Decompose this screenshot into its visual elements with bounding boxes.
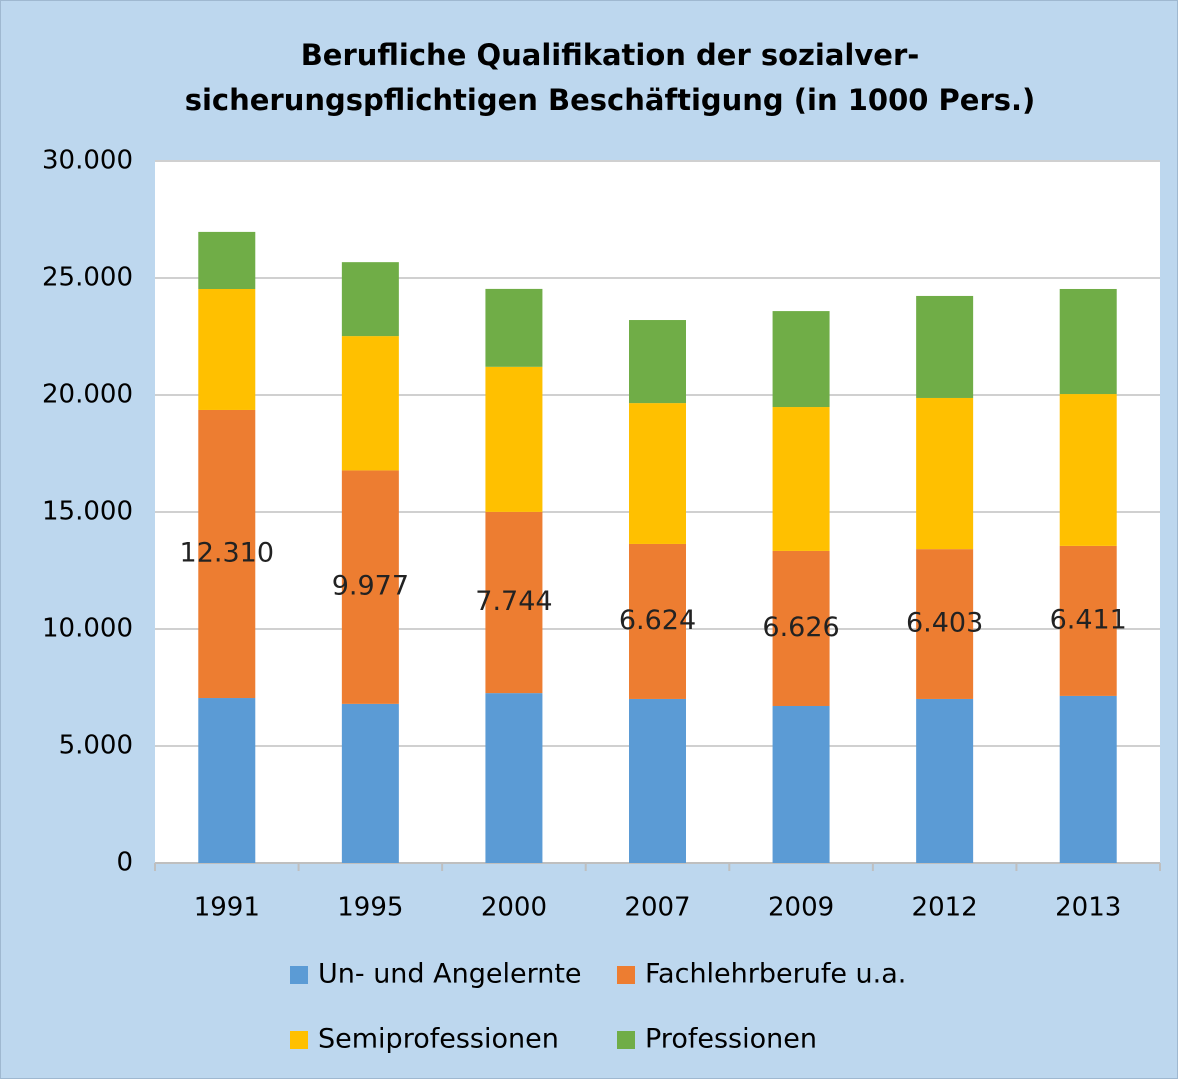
y-tick-label: 10.000 [42, 614, 133, 644]
x-tick-label: 2007 [624, 893, 690, 923]
bar-segment [341, 470, 399, 704]
bar-segment [341, 262, 399, 337]
bar-segment [916, 549, 974, 699]
bar-segment [772, 705, 830, 863]
value-label: 12.310 [180, 538, 274, 569]
legend-label: Fachlehrberufe u.a. [645, 959, 906, 990]
bar-segment [916, 698, 974, 863]
bar-segment [198, 288, 256, 410]
bar-segment [485, 511, 543, 694]
y-tick-label: 15.000 [42, 497, 133, 527]
y-tick-label: 5.000 [59, 731, 133, 761]
y-tick-label: 20.000 [42, 380, 133, 410]
y-tick-label: 30.000 [42, 146, 133, 176]
bar-segment [916, 397, 974, 550]
bar-segment [1059, 695, 1117, 863]
value-label: 9.977 [332, 571, 409, 602]
bar-segment [198, 231, 256, 289]
legend-label: Semiprofessionen [318, 1024, 559, 1055]
bar-segment [485, 693, 543, 863]
bar-segment [1059, 288, 1117, 395]
value-label: 6.626 [762, 612, 839, 643]
bar-segment [772, 550, 830, 706]
bar-segment [629, 543, 686, 699]
y-tick-label: 0 [116, 848, 133, 878]
bar-segment [485, 288, 543, 367]
legend-label: Un- und Angelernte [318, 959, 582, 990]
bar-segment [198, 698, 256, 863]
legend-swatch [617, 966, 635, 984]
x-tick-label: 1991 [194, 893, 260, 923]
legend-swatch [290, 1031, 308, 1049]
bar-segment [1059, 394, 1117, 546]
bar-segment [1059, 545, 1117, 696]
legend-label: Professionen [645, 1024, 817, 1055]
value-label: 6.403 [906, 608, 983, 639]
value-label: 7.744 [475, 586, 552, 617]
x-tick-label: 2009 [768, 893, 834, 923]
x-tick-label: 2000 [481, 893, 547, 923]
bar-segment [341, 703, 399, 863]
bar-segment [772, 311, 830, 408]
bar-segment [485, 366, 543, 512]
x-tick-label: 2013 [1055, 893, 1121, 923]
value-label: 6.411 [1050, 604, 1127, 635]
bar-segment [198, 409, 256, 699]
bar-segment [772, 407, 830, 551]
value-label: 6.624 [619, 605, 696, 636]
bar-segment [916, 295, 974, 398]
bar-segment [629, 698, 686, 863]
bar-segment [629, 320, 686, 404]
x-tick-label: 1995 [337, 893, 403, 923]
chart-title: Berufliche Qualifikation der sozialver- [301, 38, 920, 72]
x-tick-label: 2012 [912, 893, 978, 923]
bar-segment [341, 336, 399, 471]
y-tick-label: 25.000 [42, 263, 133, 293]
chart-title: sicherungspflichtigen Beschäftigung (in … [185, 83, 1036, 117]
bar-segment [629, 403, 686, 544]
legend-swatch [617, 1031, 635, 1049]
legend-swatch [290, 966, 308, 984]
